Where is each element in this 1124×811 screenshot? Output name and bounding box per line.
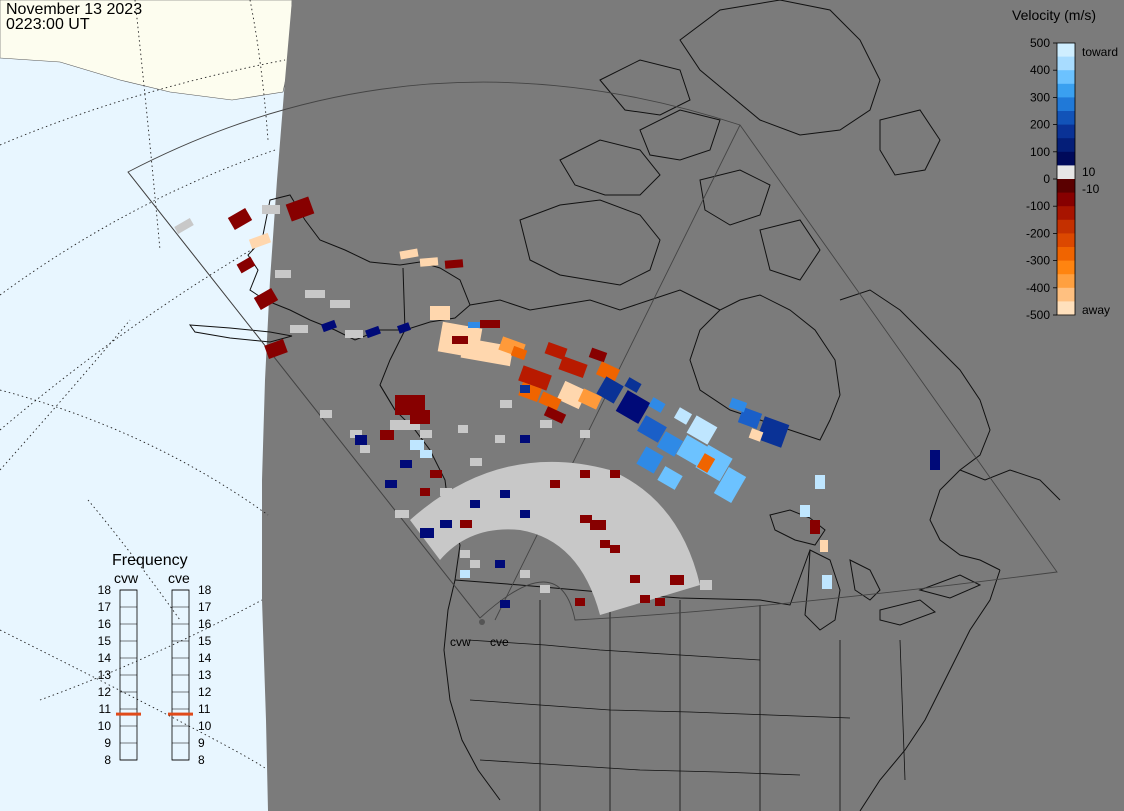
velocity-cell [580,515,592,523]
map-time: 0223:00 UT [6,16,90,33]
velocity-cell [624,377,642,393]
velocity-cell [460,520,472,528]
velocity-cell [713,467,747,503]
velocity-cell [577,388,603,410]
velocity-cell [544,341,568,361]
velocity-cell [236,256,256,274]
velocity-cell [655,598,665,606]
velocity-cell [419,257,439,267]
velocity-cell [495,560,505,568]
velocity-cell [520,385,530,393]
nightside-shade [262,0,1124,811]
velocity-cell [520,435,530,443]
velocity-cell [670,575,684,585]
velocity-cell [285,196,315,222]
coastlines [188,0,1061,811]
velocity-cell [396,322,412,334]
velocity-cell [930,450,940,470]
velocity-cell [630,575,640,583]
velocity-cell [600,540,610,548]
velocity-cell [550,480,560,488]
velocity-cell [321,319,337,333]
velocity-cell [253,287,279,311]
velocity-cell [810,520,820,534]
velocity-cell [355,435,367,445]
velocity-cell [518,365,552,391]
velocity-cell [468,322,480,328]
velocity-cell [815,475,825,489]
velocity-cell [696,453,716,473]
velocity-cell [410,410,430,424]
velocity-cell [460,570,470,578]
velocity-cell [636,446,664,474]
velocity-cell [410,440,424,450]
site-label-cvw: cvw [450,635,471,649]
velocity-cell [610,470,620,478]
state-borders [467,595,906,811]
map-date: November 13 2023 [6,1,143,18]
velocity-cell [820,540,828,552]
velocity-cell [648,397,666,413]
velocity-cell [686,415,718,445]
velocity-cell [480,320,500,328]
radar-site-marker [479,619,485,625]
velocity-cell [264,339,288,359]
velocity-cell [365,325,381,339]
velocity-cell [440,520,452,528]
velocity-cell [400,460,412,468]
velocity-cell [385,480,397,488]
velocity-cell [538,391,562,411]
velocity-cell [520,510,530,518]
velocity-cell [590,520,606,530]
velocity-cell [248,232,272,250]
velocity-cell [543,406,567,424]
velocity-cell [430,470,442,478]
velocity-cell [444,259,464,269]
velocity-cell [615,390,651,424]
velocity-cell [748,428,764,442]
velocity-cell [470,500,480,508]
site-label-cve: cve [490,635,509,649]
velocity-cell [380,430,394,440]
velocity-cell [673,407,693,425]
velocity-cell [430,306,450,320]
ground-scatter [174,205,712,615]
velocity-cell [657,466,683,490]
velocity-cell [637,415,667,443]
velocity-cell [556,380,588,410]
velocity-cell [588,347,608,363]
velocity-cell [640,595,650,603]
velocity-cell [399,248,419,260]
velocity-cell [595,361,621,383]
velocity-cell [452,336,468,344]
velocity-cell [500,490,510,498]
velocity-cell [580,470,590,478]
velocity-cell [800,505,810,517]
velocity-cell [756,416,790,448]
velocity-cell [420,450,432,458]
velocity-cell [728,397,748,413]
velocity-cell [420,528,434,538]
velocity-cell [420,488,430,496]
velocity-cell [737,407,763,429]
velocity-cell [656,431,684,457]
velocity-cell [510,345,528,361]
velocity-cell [575,598,585,606]
velocity-cell [227,207,253,231]
velocity-scatter [227,196,940,608]
velocity-cell [500,600,510,608]
velocity-cell [822,575,832,589]
velocity-cell [610,545,620,553]
velocity-cell [596,376,624,404]
velocity-cell [558,355,588,379]
